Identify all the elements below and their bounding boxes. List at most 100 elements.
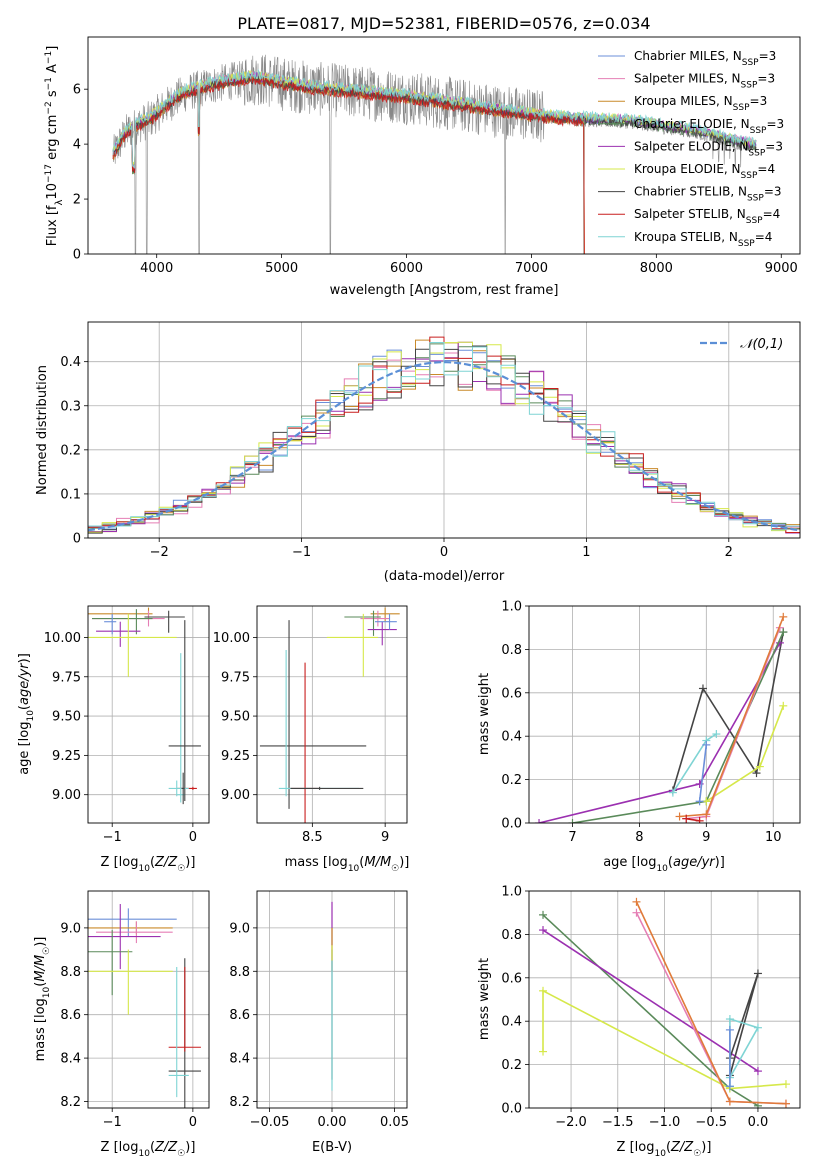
y-tick-label: 8.6 bbox=[60, 1008, 81, 1023]
y-tick-label: 0.0 bbox=[501, 817, 522, 832]
x-tick-label: 1 bbox=[582, 545, 590, 560]
y-tick-label: 0.8 bbox=[501, 928, 522, 943]
y-tick-label: 0.2 bbox=[501, 1058, 522, 1073]
plot-area bbox=[539, 897, 790, 1108]
legend-entry: Chabrier MILES, NSSP=3 bbox=[634, 49, 776, 68]
model-line-salpeter-stelib bbox=[112, 76, 585, 254]
axes-mass_age: 8.5 9 9.00 9.25 9.50 9.75 10.00 mass [log10(M/M… bbox=[213, 605, 410, 874]
y-tick-label: 8.2 bbox=[60, 1095, 81, 1110]
x-tick-label: −2 bbox=[150, 545, 169, 560]
x-tick-label: 0 bbox=[189, 1115, 197, 1130]
chart-title: PLATE=0817, MJD=52381, FIBERID=0576, z=0… bbox=[237, 14, 650, 33]
x-tick-label: −1.0 bbox=[649, 1115, 681, 1130]
weight-line-chabrier-stelib bbox=[729, 973, 759, 1076]
y-tick-label: 9.0 bbox=[229, 921, 250, 936]
axes-frame bbox=[256, 605, 408, 824]
x-tick-label: 0 bbox=[440, 545, 448, 560]
x-tick-label: −1 bbox=[103, 1115, 122, 1130]
axes-z_age: −1 0 9.00 9.25 9.50 9.75 10.00 Z [log10(Z/Z☉)] a… bbox=[17, 605, 210, 874]
legend-entry: Salpeter ELODIE, NSSP=3 bbox=[634, 139, 783, 158]
axes-frame bbox=[87, 605, 210, 824]
axes-z_weight: −2.0 −1.5 −1.0 −0.5 0.0 0.0 0.2 0.4 0.6 0.8 1.0 Z [… bbox=[477, 885, 801, 1159]
x-tick-label: 9 bbox=[381, 830, 389, 845]
y-tick-label: 0.3 bbox=[60, 399, 81, 414]
y-tick-label: 0.4 bbox=[60, 355, 81, 370]
legend-entry: 𝒩(0,1) bbox=[740, 337, 783, 352]
y-tick-label: 9.25 bbox=[52, 749, 81, 764]
y-axis-label: mass [log10(M/M☉)] bbox=[33, 937, 52, 1062]
plot-area bbox=[88, 607, 201, 805]
x-axis-label: (data-model)/error bbox=[384, 569, 505, 584]
x-tick-label: 8 bbox=[635, 830, 643, 845]
legend-entry: Salpeter STELIB, NSSP=4 bbox=[634, 207, 780, 226]
y-tick-label: 8.4 bbox=[229, 1052, 250, 1067]
x-axis-label: mass [log10(M/M☉)] bbox=[285, 855, 410, 874]
model-line-kroupa-miles bbox=[112, 74, 585, 254]
legend-entry: Chabrier ELODIE, NSSP=3 bbox=[634, 117, 784, 136]
axes-ebv_mass: −0.05 0.00 0.05 8.2 8.4 8.6 8.8 9.0 E(B-V) bbox=[229, 890, 409, 1155]
y-tick-label: 4 bbox=[73, 138, 81, 153]
x-tick-label: −0.05 bbox=[250, 1115, 290, 1130]
y-tick-label: 1.0 bbox=[501, 600, 522, 615]
weight-line-salpeter-elodie bbox=[538, 642, 781, 823]
legend: Chabrier MILES, NSSP=3 Salpeter MILES, NS… bbox=[598, 49, 784, 249]
x-tick-label: 4000 bbox=[140, 261, 173, 276]
x-tick-label: 8000 bbox=[640, 261, 673, 276]
y-tick-label: 9.50 bbox=[221, 710, 250, 725]
x-tick-label: 7 bbox=[568, 830, 576, 845]
y-axis-label: age [log10(age/yr)] bbox=[17, 653, 36, 775]
x-axis-label: E(B-V) bbox=[312, 1140, 352, 1155]
y-tick-label: 9.00 bbox=[221, 788, 250, 803]
weight-line-kroupa-elodie bbox=[542, 989, 787, 1090]
x-tick-label: 9 bbox=[702, 830, 710, 845]
weight-line-salpeter-elodie bbox=[542, 929, 759, 1072]
weight-line-chabrier-elodie bbox=[572, 631, 785, 823]
weight-line-kroupa-stelib bbox=[672, 733, 717, 794]
axes-spectrum: 4000 5000 6000 7000 8000 9000 0 2 4 6 PLATE=0817, … bbox=[44, 14, 801, 298]
y-tick-label: 10.00 bbox=[44, 631, 81, 646]
histogram-kroupa-stelib bbox=[88, 342, 800, 531]
plot-area bbox=[88, 336, 800, 534]
y-tick-label: 0.0 bbox=[501, 1102, 522, 1117]
weight-line-chabrier-elodie bbox=[542, 914, 759, 1107]
axis-group: −2.0 −1.5 −1.0 −0.5 0.0 0.0 0.2 0.4 0.6 0.8 1.0 Z [… bbox=[477, 885, 801, 1159]
y-tick-label: 10.00 bbox=[213, 631, 250, 646]
legend-entry: Kroupa STELIB, NSSP=4 bbox=[634, 230, 772, 249]
y-tick-label: 8.4 bbox=[60, 1052, 81, 1067]
y-tick-label: 0 bbox=[73, 532, 81, 547]
x-tick-label: 10 bbox=[765, 830, 782, 845]
axis-group: −1 0 8.2 8.4 8.6 8.8 9.0 Z [log10(Z/Z☉)] mass [l… bbox=[33, 890, 210, 1159]
y-tick-label: 9.00 bbox=[52, 788, 81, 803]
y-tick-label: 0.6 bbox=[501, 971, 522, 986]
x-tick-label: 8.5 bbox=[302, 830, 323, 845]
x-tick-label: −2.0 bbox=[555, 1115, 587, 1130]
axes-z_mass: −1 0 8.2 8.4 8.6 8.8 9.0 Z [log10(Z/Z☉)] mass [l… bbox=[33, 890, 210, 1159]
axes-age_weight: 7 8 9 10 0.0 0.2 0.4 0.6 0.8 1.0 age [log10(age/yr… bbox=[477, 600, 801, 874]
x-tick-label: 0.05 bbox=[380, 1115, 409, 1130]
axes-frame bbox=[528, 605, 801, 824]
x-tick-label: 7000 bbox=[515, 261, 548, 276]
axis-group: −1 0 9.00 9.25 9.50 9.75 10.00 Z [log10(Z/Z☉)] a… bbox=[17, 605, 210, 874]
x-tick-label: 0 bbox=[189, 830, 197, 845]
axes-frame bbox=[87, 321, 801, 539]
axes-residuals: −2 −1 0 1 2 0 0.1 0.2 0.3 0.4 (data-model)/error No… bbox=[35, 321, 801, 584]
x-tick-label: 6000 bbox=[390, 261, 423, 276]
x-tick-label: −1.5 bbox=[602, 1115, 634, 1130]
y-tick-label: 1.0 bbox=[501, 885, 522, 900]
axis-group: 7 8 9 10 0.0 0.2 0.4 0.6 0.8 1.0 age [log10(age/yr… bbox=[477, 600, 801, 874]
x-axis-label: Z [log10(Z/Z☉)] bbox=[617, 1140, 712, 1159]
plot-area bbox=[112, 54, 757, 254]
plot-area bbox=[259, 607, 400, 823]
y-tick-label: 9.25 bbox=[221, 749, 250, 764]
x-axis-label: Z [log10(Z/Z☉)] bbox=[101, 1140, 196, 1159]
y-axis-label: mass weight bbox=[477, 673, 492, 755]
y-tick-label: 0.8 bbox=[501, 643, 522, 658]
legend-entry: Salpeter MILES, NSSP=3 bbox=[634, 72, 775, 91]
x-tick-label: 0.00 bbox=[318, 1115, 347, 1130]
y-axis-label: mass weight bbox=[477, 958, 492, 1040]
y-tick-label: 0.2 bbox=[60, 443, 81, 458]
x-tick-label: 9000 bbox=[765, 261, 798, 276]
y-tick-label: 9.75 bbox=[52, 670, 81, 685]
gaussian-curve bbox=[88, 360, 798, 532]
